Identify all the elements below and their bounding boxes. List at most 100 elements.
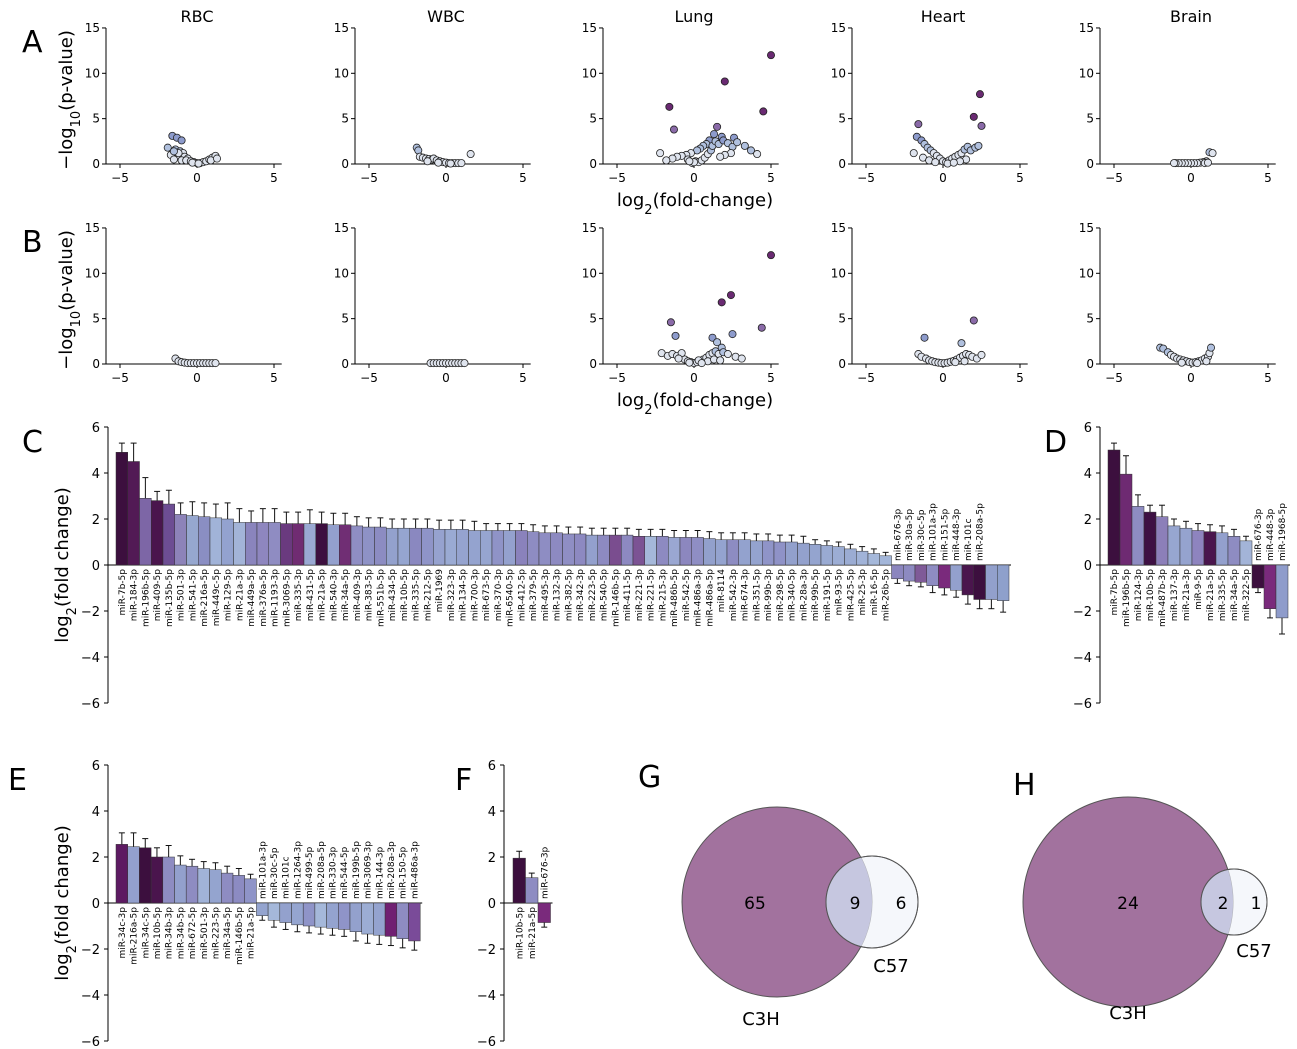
data-point (685, 358, 694, 367)
y-tick-label: 5 (1086, 112, 1094, 126)
bar (174, 864, 187, 904)
data-point (931, 158, 940, 167)
y-tick-label: 10 (1079, 266, 1094, 280)
category-label: miR-99b-3p (764, 569, 774, 622)
y-tick-label: 0 (1084, 559, 1092, 574)
category-label: miR-8114 (717, 569, 727, 613)
bar (256, 902, 269, 916)
data-point (211, 359, 220, 368)
category-label: miR-21a-5p (318, 569, 328, 621)
bar (762, 540, 775, 566)
category-label: miR-10b-5p (1146, 569, 1156, 622)
category-label: miR-21a-3p (235, 569, 245, 621)
y-tick-label: −6 (477, 1035, 496, 1049)
panel-label: F (455, 763, 472, 798)
category-label: miR-208a-3p (387, 841, 397, 899)
bar (209, 517, 222, 566)
data-point (914, 120, 923, 129)
tissue-title: Lung (674, 7, 713, 26)
category-label: miR-215-3p (658, 569, 668, 622)
bar (198, 516, 211, 566)
data-point (169, 155, 178, 164)
bar (926, 564, 939, 586)
bar (632, 536, 645, 566)
bar (115, 452, 128, 566)
venn-count: 2 (1218, 894, 1229, 914)
x-tick-label: −5 (857, 171, 875, 185)
data-point (977, 350, 986, 359)
y-tick-label: −4 (1073, 651, 1092, 666)
y-tick-label: 10 (1079, 66, 1094, 80)
tissue-title: Heart (921, 7, 966, 26)
bar (973, 564, 986, 600)
category-label: miR-551b-5p (376, 569, 386, 627)
bar (562, 533, 575, 566)
bar (221, 518, 234, 566)
x-tick-label: −5 (608, 371, 626, 385)
category-label: miR-16-5p (870, 569, 880, 616)
bar (985, 564, 998, 600)
category-label: miR-434-5p (388, 569, 398, 622)
bar (621, 534, 634, 566)
category-label: miR-26b-5p (882, 569, 892, 622)
x-tick-label: −5 (857, 371, 875, 385)
x-tick-label: 5 (270, 171, 278, 185)
category-label: miR-486a-3p (410, 841, 420, 899)
bar (538, 532, 551, 566)
category-label: miR-370-3p (494, 569, 504, 622)
category-label: miR-700-3p (470, 569, 480, 622)
y-tick-label: 5 (838, 312, 846, 326)
y-tick-label: 4 (488, 805, 496, 820)
panel-label: B (22, 225, 43, 260)
category-label: miR-351-5p (752, 569, 762, 622)
panel-label: D (1044, 425, 1067, 460)
data-point (728, 330, 737, 339)
bar (256, 522, 269, 566)
y-tick-label: 0 (341, 157, 349, 171)
bar (1239, 540, 1253, 566)
data-point (665, 102, 674, 111)
category-label: miR-129-5p (224, 569, 234, 622)
bar (503, 530, 516, 566)
category-label: miR-540-5p (600, 569, 610, 622)
category-label: miR-25-3p (858, 569, 868, 616)
bar (244, 878, 257, 904)
panel-label: E (8, 763, 27, 798)
category-label: miR-335-5p (412, 569, 422, 622)
data-point (949, 158, 958, 167)
bar (491, 530, 504, 566)
y-tick-label: 2 (1084, 513, 1092, 528)
x-tick-label: −5 (608, 171, 626, 185)
category-label: miR-335-5p (1218, 569, 1228, 622)
bar (867, 553, 880, 566)
y-tick-label: 15 (334, 21, 349, 35)
y-tick-label: 10 (85, 66, 100, 80)
bar (997, 564, 1010, 601)
data-point (974, 141, 983, 150)
bar (433, 529, 446, 566)
category-label: miR-449a-5p (247, 569, 257, 627)
bar (362, 526, 375, 566)
category-label: miR-298-5p (776, 569, 786, 622)
category-label: miR-137-3p (1170, 569, 1180, 622)
y-tick-label: 15 (1079, 21, 1094, 35)
category-label: miR-221-3p (635, 569, 645, 622)
category-label: miR-10b-5p (515, 907, 525, 960)
category-label: miR-135b-5p (165, 569, 175, 627)
data-point (710, 130, 719, 139)
y-tick-label: 10 (334, 66, 349, 80)
data-point (716, 356, 725, 365)
y-axis-label: log2(fold change) (52, 825, 80, 981)
category-label: miR-101a-3p (258, 841, 268, 899)
category-label: miR-487b-3p (1158, 569, 1168, 627)
category-label: miR-196b-5p (1122, 569, 1132, 627)
y-tick-label: −4 (81, 989, 100, 1004)
bar (1251, 564, 1265, 589)
bar (644, 536, 657, 566)
venn-count: 9 (850, 894, 861, 914)
bar (856, 550, 869, 566)
bar (537, 902, 551, 923)
bar (574, 533, 587, 566)
bar (397, 527, 410, 566)
y-tick-label: 0 (838, 357, 846, 371)
